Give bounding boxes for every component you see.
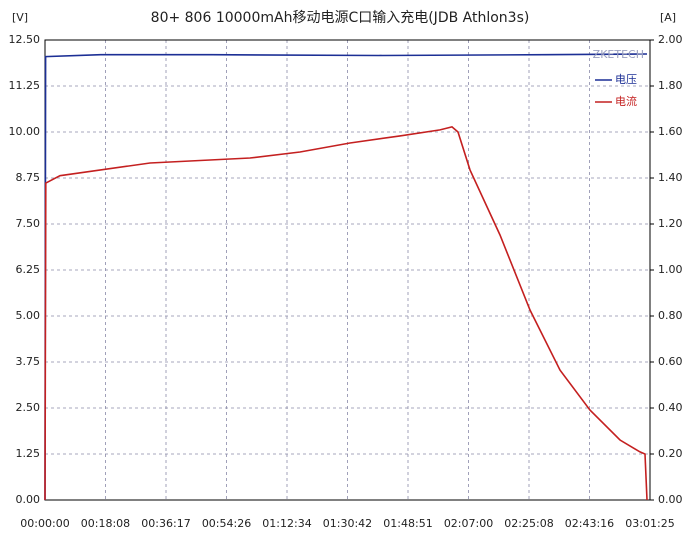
- y2-tick-label: 0.80: [658, 309, 683, 322]
- y-tick-label: 8.75: [16, 171, 41, 184]
- y2-tick-label: 1.60: [658, 125, 683, 138]
- y-tick-label: 3.75: [16, 355, 41, 368]
- y-tick-label: 11.25: [9, 79, 41, 92]
- y2-tick-label: 0.40: [658, 401, 683, 414]
- y-tick-label: 6.25: [16, 263, 41, 276]
- chart-title: 80+ 806 10000mAh移动电源C口输入充电(JDB Athlon3s): [151, 10, 530, 26]
- x-tick-label: 01:12:34: [262, 517, 311, 530]
- y2-tick-label: 1.00: [658, 263, 683, 276]
- y2-tick-label: 1.40: [658, 171, 683, 184]
- x-tick-label: 01:30:42: [323, 517, 372, 530]
- y-tick-label: 12.50: [9, 33, 41, 46]
- x-tick-label: 00:18:08: [81, 517, 130, 530]
- y2-tick-label: 1.80: [658, 79, 683, 92]
- y2-tick-label: 0.20: [658, 447, 683, 460]
- x-tick-label: 00:36:17: [141, 517, 190, 530]
- x-tick-label: 02:25:08: [504, 517, 553, 530]
- y-tick-label: 10.00: [9, 125, 41, 138]
- y-tick-label: 2.50: [16, 401, 41, 414]
- y-tick-label: 1.25: [16, 447, 41, 460]
- y-tick-label: 5.00: [16, 309, 41, 322]
- x-tick-label: 00:54:26: [202, 517, 251, 530]
- legend-label: 电压: [615, 73, 637, 86]
- y2-tick-label: 2.00: [658, 33, 683, 46]
- y2-tick-label: 0.00: [658, 493, 683, 506]
- legend-label: 电流: [615, 94, 637, 108]
- series-line: [44, 126, 648, 501]
- annotation: ZKETECH: [593, 48, 644, 61]
- y2-tick-label: 1.20: [658, 217, 683, 230]
- x-tick-label: 03:01:25: [625, 517, 674, 530]
- y-tick-label: 0.00: [16, 493, 41, 506]
- x-tick-label: 02:43:16: [565, 517, 614, 530]
- x-tick-label: 00:00:00: [20, 517, 69, 530]
- y2-tick-label: 0.60: [658, 355, 683, 368]
- y2-axis-label: [A]: [660, 11, 676, 24]
- y-tick-label: 7.50: [16, 217, 41, 230]
- x-tick-label: 02:07:00: [444, 517, 493, 530]
- x-tick-label: 01:48:51: [383, 517, 432, 530]
- series-line: [44, 53, 648, 501]
- y-axis-label: [V]: [12, 11, 28, 24]
